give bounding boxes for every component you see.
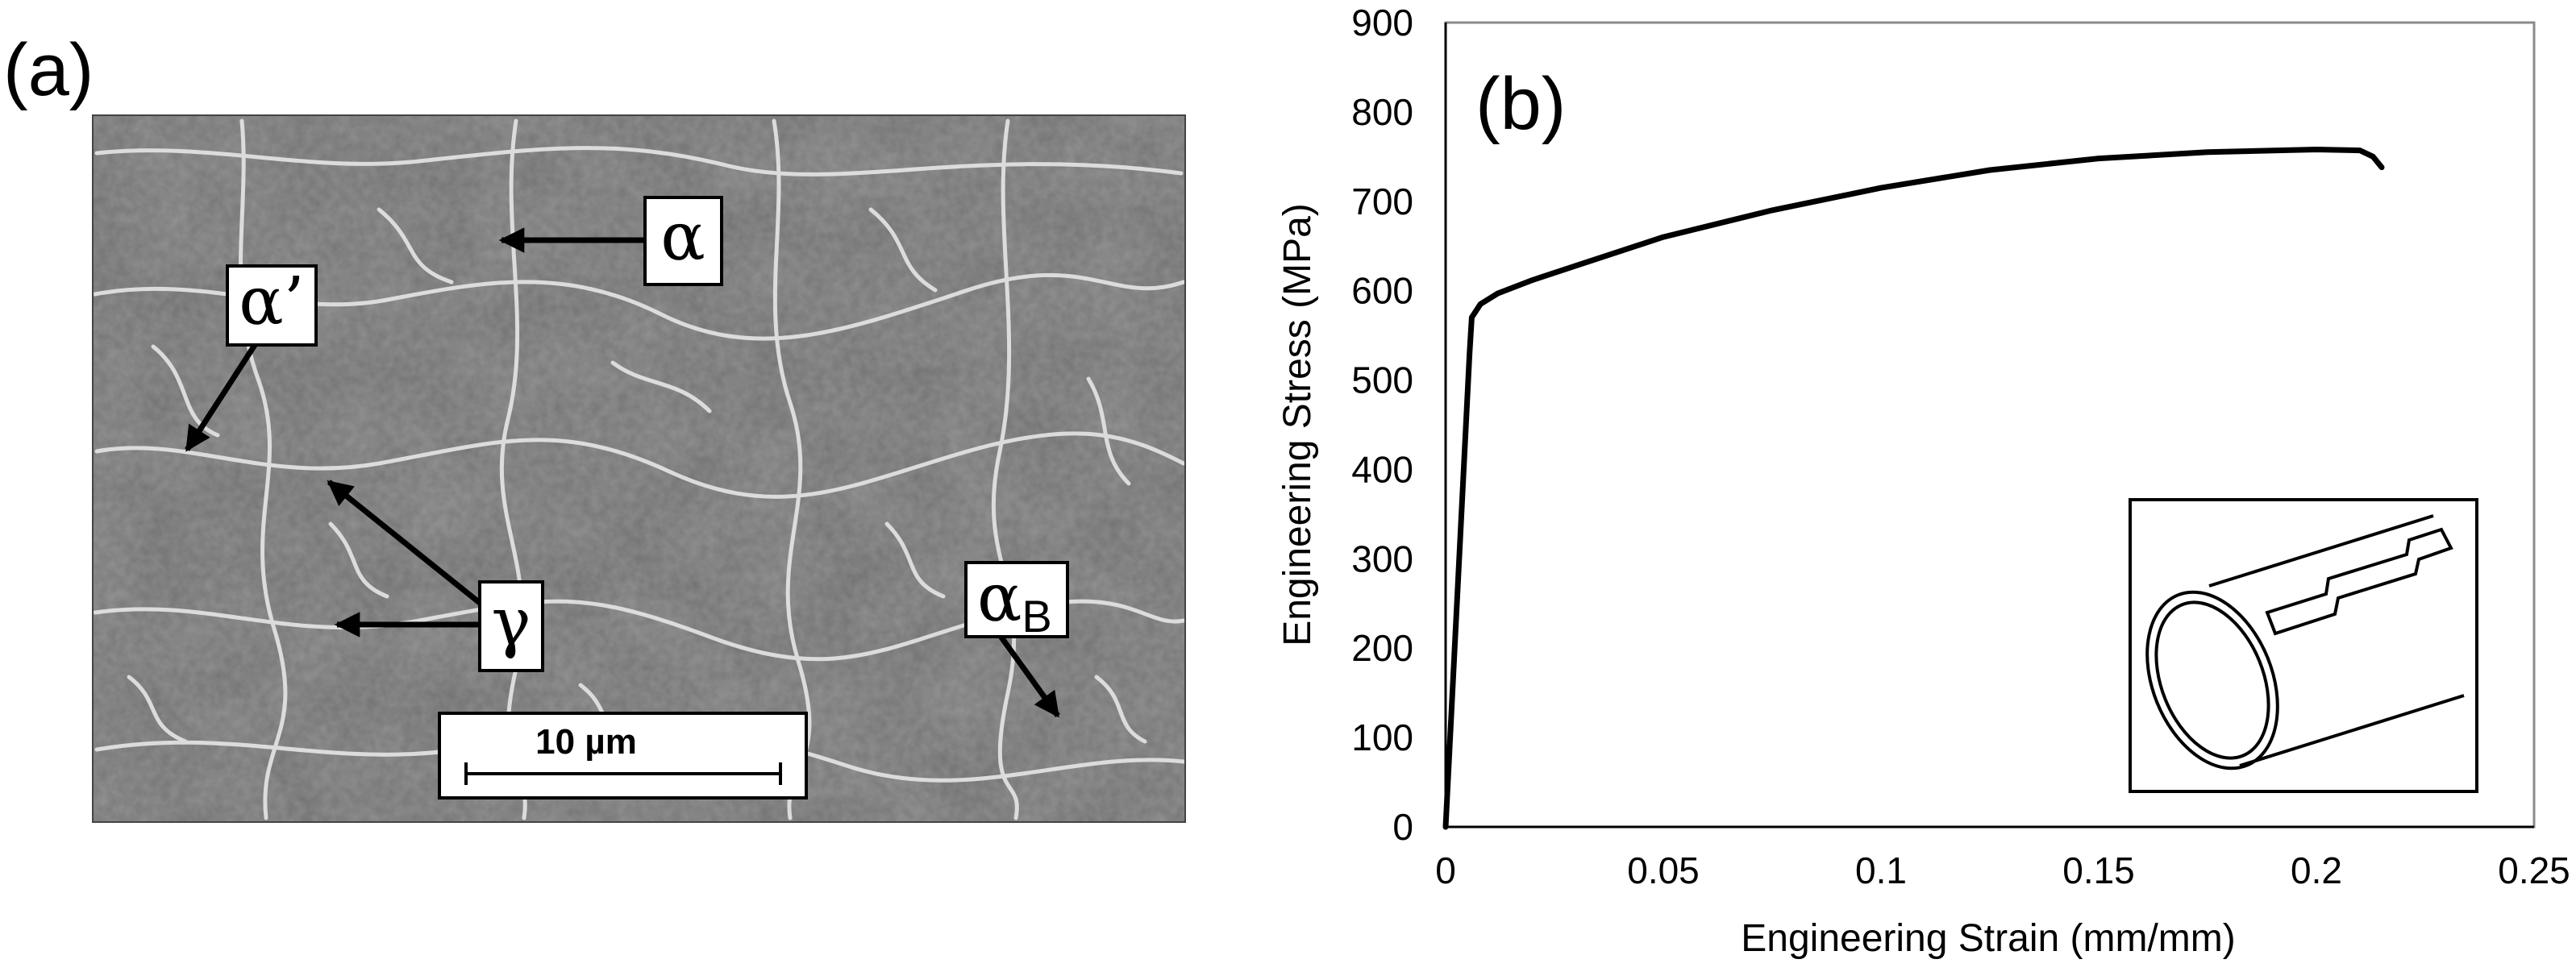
alpha-label-box (643, 196, 723, 286)
x-tick-labels: 0 0.05 0.1 0.15 0.2 0.25 (1435, 849, 2570, 891)
gamma-annotation: γ (327, 480, 544, 672)
alpha-prime-label: α’ (239, 264, 304, 340)
alpha-label: α (660, 199, 705, 276)
stress-strain-curve (1442, 147, 2385, 830)
x-axis-title: Engineering Strain (mm/mm) (1741, 917, 2236, 960)
y-tick-label: 400 (1351, 448, 1413, 490)
alpha-b-label-box (964, 561, 1069, 638)
x-tick-label: 0 (1435, 849, 1456, 891)
alpha-prime-label-box (226, 264, 318, 347)
x-tick-label: 0.15 (2062, 849, 2135, 891)
x-tick-label: 0.05 (1627, 849, 1700, 891)
tube-specimen-inset (2129, 498, 2478, 793)
alpha-annotation: α (498, 196, 723, 286)
gamma-arrow-upper (327, 480, 482, 605)
y-tick-label: 100 (1351, 716, 1413, 758)
x-tick-label: 0.25 (2498, 849, 2570, 891)
y-tick-labels: 0 100 200 300 400 500 600 700 800 900 (1351, 2, 1413, 848)
stress-strain-chart: 0 100 200 300 400 500 600 700 800 900 0 0.05 0.1 0.1… (1276, 2, 2570, 960)
alpha-b-annotation: αB (964, 560, 1069, 718)
y-tick-label: 700 (1351, 181, 1413, 222)
alpha-b-subscript: B (1022, 591, 1051, 642)
y-tick-label: 800 (1351, 91, 1413, 133)
inset-frame (2129, 498, 2478, 793)
scale-bar-box (438, 712, 808, 799)
alpha-prime-annotation: α’ (185, 264, 318, 452)
x-tick-label: 0.2 (2291, 849, 2342, 891)
tube-sketch (2145, 514, 2465, 770)
y-axis-title: Engineering Stress (MPa) (1276, 203, 1319, 646)
alpha-b-label: αB (977, 560, 1052, 642)
panel-a-label: (a) (3, 29, 94, 111)
sem-micrograph (92, 114, 1186, 823)
gamma-label: γ (491, 584, 531, 661)
alpha-b-symbol: α (977, 560, 1022, 637)
y-tick-label: 900 (1351, 2, 1413, 44)
alpha-prime-arrow (185, 341, 259, 452)
scale-bar-label: 10 µm (535, 722, 637, 762)
y-tick-label: 500 (1351, 359, 1413, 401)
y-tick-label: 200 (1351, 627, 1413, 669)
scale-bar: 10 µm (438, 712, 808, 799)
x-tick-label: 0.1 (1855, 849, 1907, 891)
alpha-b-arrow (997, 633, 1060, 718)
panel-b-label: (b) (1475, 63, 1566, 145)
y-tick-label: 600 (1351, 270, 1413, 312)
y-tick-label: 0 (1392, 806, 1413, 848)
y-tick-label: 300 (1351, 538, 1413, 579)
gamma-label-box (478, 580, 544, 672)
